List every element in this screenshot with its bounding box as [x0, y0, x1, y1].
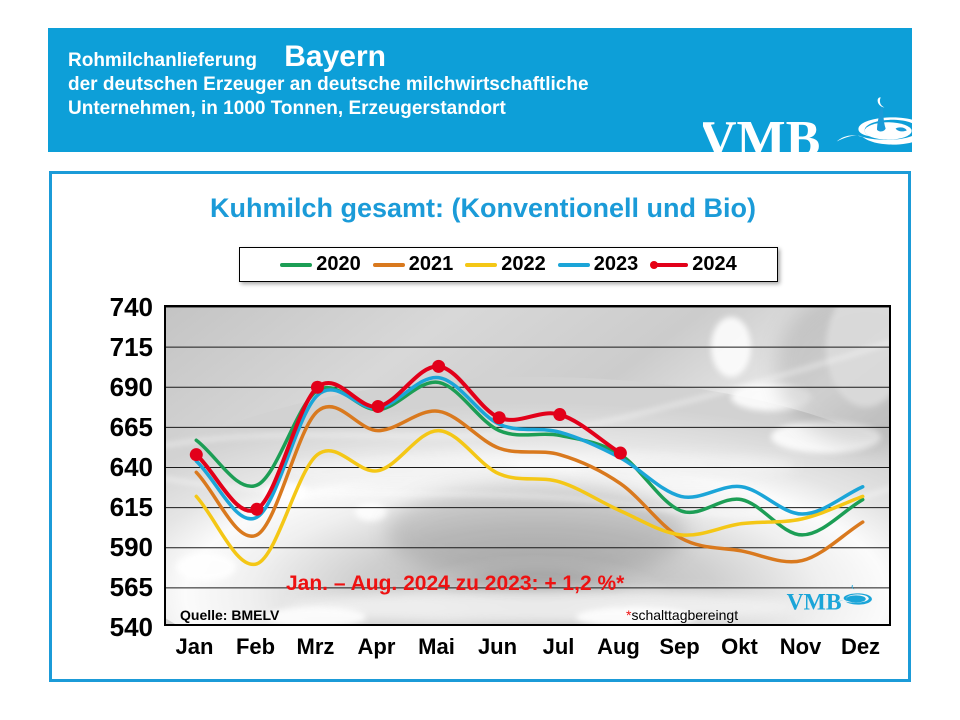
svg-text:VMB: VMB — [787, 590, 842, 616]
svg-text:Verband der Milcherzeuger Baye: Verband der Milcherzeuger Bayern e.V. — [825, 625, 891, 626]
svg-text:VMB: VMB — [703, 111, 820, 168]
